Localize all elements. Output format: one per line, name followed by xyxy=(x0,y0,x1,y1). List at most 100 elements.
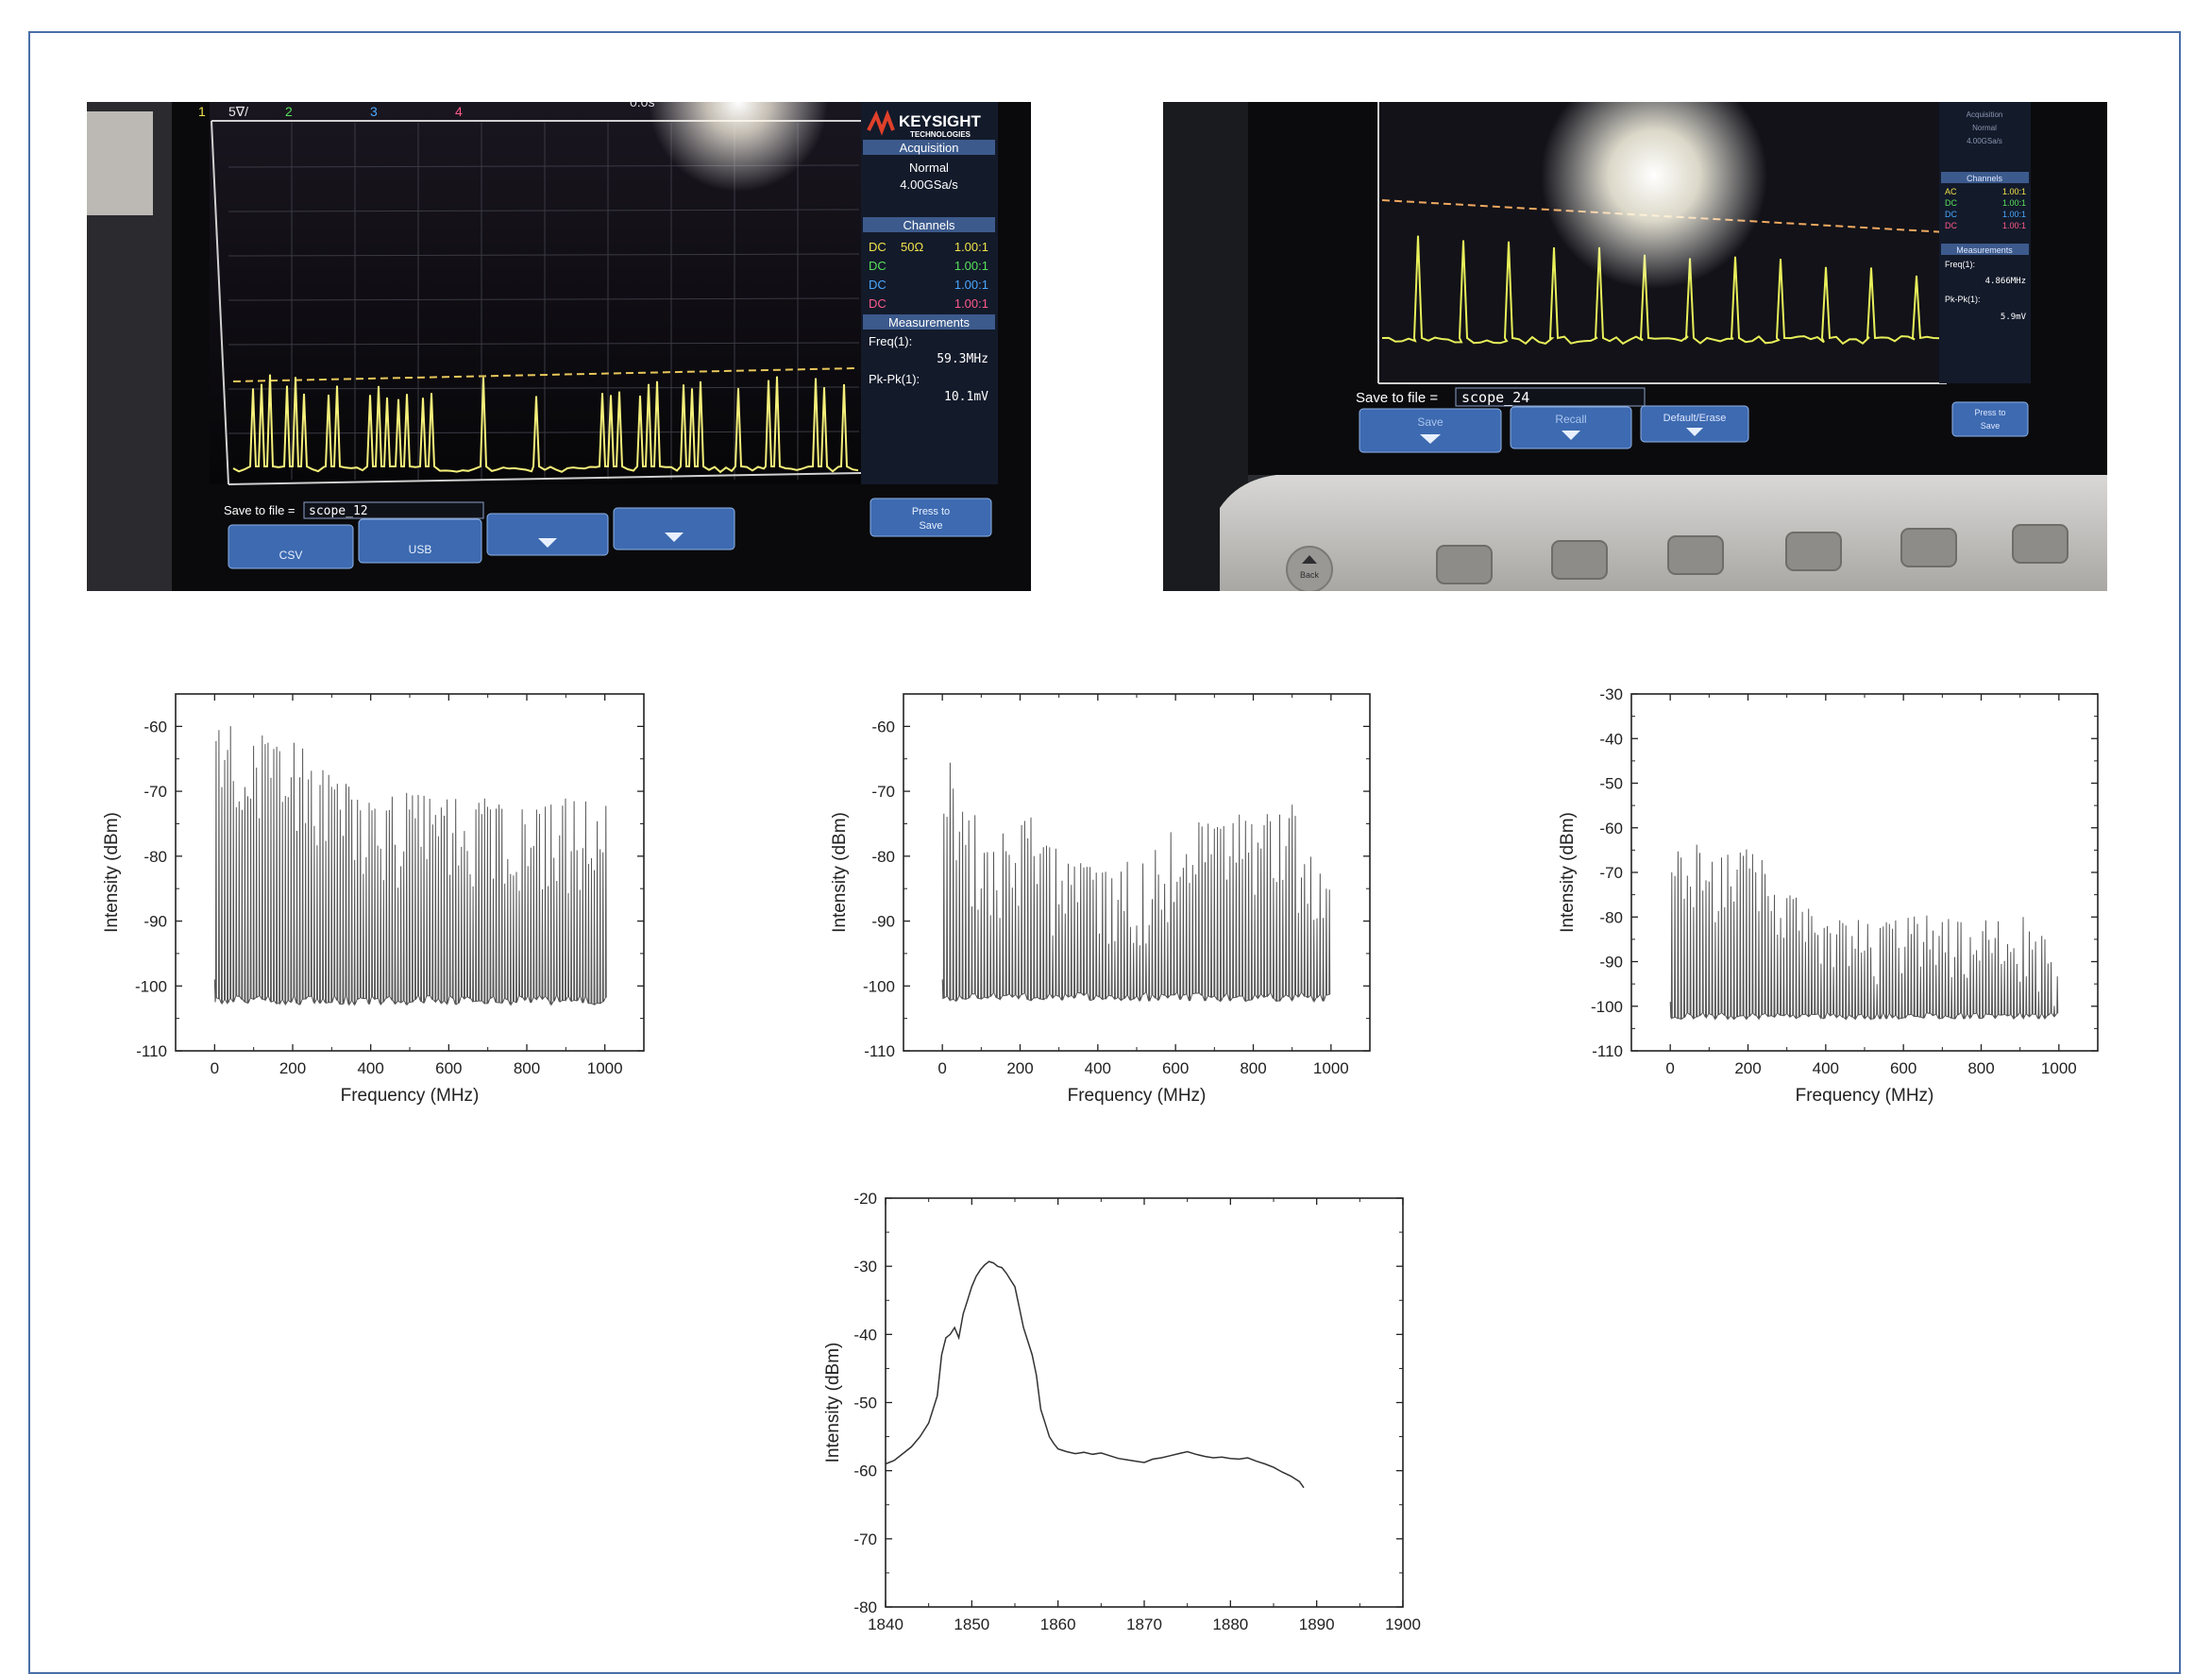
save-label: Save to file = xyxy=(224,503,295,517)
y-tick-label: -50 xyxy=(1599,775,1623,793)
meas-header-bar xyxy=(1941,244,2029,255)
x-tick-label: 1850 xyxy=(954,1615,989,1633)
x-axis-label: Frequency (MHz) xyxy=(1068,1086,1207,1106)
keysight-logo: KEYSIGHT TECHNOLOGIES xyxy=(867,110,982,139)
y-axis-label: Intensity (dBm) xyxy=(102,812,122,933)
ch2-indicator: 2 xyxy=(285,104,293,119)
plot-frame xyxy=(885,1197,1404,1608)
y-tick-label: -30 xyxy=(853,1258,877,1276)
y-tick-label: -80 xyxy=(144,848,167,866)
ch1-scale: 5∇/ xyxy=(228,104,248,119)
channel-coupling: DC xyxy=(869,259,886,273)
hardware-key[interactable] xyxy=(1551,540,1608,580)
hardware-key[interactable] xyxy=(1667,535,1724,575)
scope-trace xyxy=(1381,235,1948,346)
y-tick-label: -30 xyxy=(1599,685,1623,703)
pkpk-value: 5.9mV xyxy=(2001,313,2027,322)
y-tick-label: -80 xyxy=(1599,908,1623,926)
softkey-usb[interactable]: USB xyxy=(358,518,482,564)
save-file-name: scope_24 xyxy=(1461,389,1529,406)
x-tick-label: 1840 xyxy=(868,1615,903,1633)
save-file-name: scope_12 xyxy=(309,504,368,518)
y-tick-label: -80 xyxy=(853,1598,877,1616)
softkey-save[interactable]: Save xyxy=(1359,408,1502,453)
x-tick-label: 0 xyxy=(1665,1059,1674,1077)
y-tick-label: -110 xyxy=(864,1042,895,1060)
spectrum-trace xyxy=(213,726,607,1006)
ch4-indicator: 4 xyxy=(455,104,463,119)
y-tick-label: -40 xyxy=(853,1326,877,1344)
y-tick-label: -70 xyxy=(853,1530,877,1548)
y-tick-label: -90 xyxy=(1599,954,1623,972)
ch-header: Channels xyxy=(903,218,955,232)
save-label: Save to file = xyxy=(1356,390,1438,406)
ch1-indicator: 1 xyxy=(198,104,206,119)
y-axis-label: Intensity (dBm) xyxy=(830,812,850,933)
acq-mode: Normal xyxy=(1972,124,1997,132)
y-tick-label: -60 xyxy=(871,718,895,736)
oscilloscope-photo-2: Acquisition Normal 4.00GSa/s Channels AC… xyxy=(1163,102,2107,591)
hardware-key[interactable] xyxy=(1785,532,1842,571)
svg-text:CSV: CSV xyxy=(279,549,303,562)
chevron-down-icon xyxy=(1686,428,1703,436)
svg-text:USB: USB xyxy=(409,543,432,556)
acq-header: Acquisition xyxy=(1967,110,2003,119)
back-button[interactable]: Back xyxy=(1286,546,1333,591)
svg-text:Save: Save xyxy=(919,520,942,532)
channel-readout-bar: 1 5∇/ 2 3 4 0.0s xyxy=(198,102,654,119)
press-to-save-button[interactable]: Press to Save xyxy=(1951,401,2029,437)
brand-name: KEYSIGHT xyxy=(899,112,982,130)
freq-label: Freq(1): xyxy=(869,334,912,348)
x-tick-label: 800 xyxy=(1967,1059,1994,1077)
channel-probe-ratio: 1.00:1 xyxy=(954,259,988,273)
x-tick-label: 0 xyxy=(937,1059,946,1077)
x-axis-label: Frequency (MHz) xyxy=(341,1086,480,1106)
pkpk-value: 10.1mV xyxy=(944,390,988,404)
softkey-4[interactable] xyxy=(613,507,735,550)
softkey-default-erase[interactable]: Default/Erase xyxy=(1640,405,1749,443)
svg-text:Default/Erase: Default/Erase xyxy=(1663,413,1727,424)
y-tick-label: -100 xyxy=(863,977,895,995)
side-panel xyxy=(861,102,998,484)
x-tick-label: 1880 xyxy=(1212,1615,1248,1633)
softkey-csv[interactable]: CSV xyxy=(228,524,354,569)
scope-trace xyxy=(232,374,859,474)
chart-2: 0 200 400 600 800 1000 -110 -100 -90 -80 -70 -60 Fre… xyxy=(830,693,1371,1106)
arrow-up-icon xyxy=(1302,555,1317,564)
freq-value: 4.866MHz xyxy=(1985,277,2026,286)
channel-coupling: DC xyxy=(869,278,886,292)
ch-header-bar xyxy=(863,217,995,232)
softkey-3[interactable] xyxy=(486,513,609,556)
y-tick-label: -70 xyxy=(871,783,895,801)
x-tick-label: 1890 xyxy=(1299,1615,1335,1633)
hardware-key[interactable] xyxy=(1436,545,1493,584)
channel-list: DC 50Ω 1.00:1 DC 1.00:1 DC 1.00:1 DC 1.00:1 xyxy=(869,240,988,311)
channel-probe-ratio: 1.00:1 xyxy=(954,296,988,311)
x-tick-label: 0 xyxy=(211,1059,219,1077)
y-tick-label: -110 xyxy=(136,1042,167,1060)
y-tick-label: -50 xyxy=(853,1395,877,1412)
y-tick-label: -100 xyxy=(1591,998,1623,1016)
svg-text:Press to: Press to xyxy=(1974,408,2005,417)
y-tick-label: -90 xyxy=(144,913,167,931)
softkey-recall[interactable]: Recall xyxy=(1510,406,1632,449)
acq-header-bar xyxy=(863,140,995,155)
x-tick-label: 800 xyxy=(514,1059,540,1077)
press-to-save-button[interactable]: Press to Save xyxy=(870,498,992,537)
oscilloscope-photo-2-scene: Acquisition Normal 4.00GSa/s Channels AC… xyxy=(1163,102,2107,591)
ch-header-bar xyxy=(1941,172,2029,183)
channel-coupling: AC xyxy=(1945,187,1957,196)
hardware-softkeys xyxy=(1436,524,2068,584)
ch-header: Channels xyxy=(1967,174,2003,183)
lamp-glare xyxy=(1541,102,1767,289)
channel-probe-ratio: 1.00:1 xyxy=(2002,210,2026,219)
chevron-down-icon xyxy=(665,533,684,542)
hardware-key[interactable] xyxy=(2012,524,2068,564)
x-tick-label: 600 xyxy=(1162,1059,1189,1077)
hardware-key[interactable] xyxy=(1900,528,1957,567)
x-tick-label: 1000 xyxy=(587,1059,623,1077)
x-tick-label: 200 xyxy=(1006,1059,1033,1077)
chart-4: 1840 1850 1860 1870 1880 1890 1900 -80 -70 -60 -50… xyxy=(823,1190,1421,1633)
save-file-field[interactable] xyxy=(303,501,484,519)
save-file-field[interactable] xyxy=(1455,387,1646,407)
